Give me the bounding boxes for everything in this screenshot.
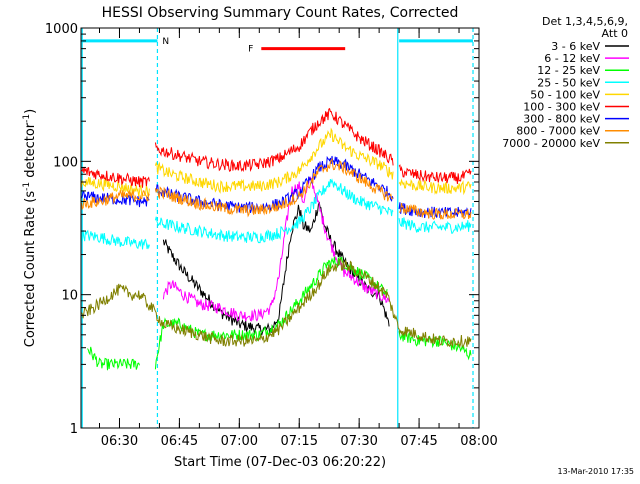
y-tick-label-2: 100 bbox=[53, 155, 78, 170]
legend-label-1: 6 - 12 keV bbox=[544, 52, 600, 65]
legend-label-0: 3 - 6 keV bbox=[551, 40, 600, 53]
plot-frame bbox=[80, 27, 480, 429]
legend-header-1: Att 0 bbox=[602, 27, 628, 40]
x-tick-label-2: 07:00 bbox=[221, 434, 258, 449]
y-axis-label-part: -1 bbox=[22, 114, 32, 123]
annotation-label-1: F bbox=[248, 45, 253, 55]
legend-label-3: 25 - 50 keV bbox=[537, 76, 600, 89]
legend-label-5: 100 - 300 keV bbox=[523, 101, 600, 114]
y-tick-label-3: 1000 bbox=[45, 22, 78, 37]
series-line-7 bbox=[81, 157, 472, 220]
legend-label-2: 12 - 25 keV bbox=[537, 64, 600, 77]
y-axis-label-part: ) bbox=[23, 109, 38, 114]
chart-title: HESSI Observing Summary Count Rates, Cor… bbox=[102, 5, 459, 21]
y-tick-label-0: 1 bbox=[70, 422, 78, 437]
x-tick-label-6: 08:00 bbox=[460, 434, 497, 449]
y-axis-label-part: -1 bbox=[22, 182, 32, 191]
legend-label-7: 800 - 7000 keV bbox=[516, 125, 600, 138]
y-tick-label-1: 10 bbox=[61, 289, 78, 304]
y-axis-label-part: Corrected Count Rate (s bbox=[23, 191, 38, 348]
legend-label-8: 7000 - 20000 keV bbox=[502, 137, 600, 150]
y-axis-label-part: detector bbox=[23, 122, 38, 182]
legend-header-0: Det 1,3,4,5,6,9, bbox=[542, 15, 628, 28]
series-line-3 bbox=[81, 178, 472, 250]
legend-label-6: 300 - 800 keV bbox=[523, 113, 600, 126]
series-line-0 bbox=[162, 201, 390, 336]
annotation-label-0: N bbox=[162, 37, 169, 47]
series-group bbox=[81, 107, 472, 371]
y-axis-label: Corrected Count Rate (s-1 detector-1) bbox=[22, 109, 38, 347]
series-line-8 bbox=[81, 258, 472, 348]
x-axis-label: Start Time (07-Dec-03 06:20:22) bbox=[174, 455, 386, 470]
series-line-5 bbox=[81, 107, 472, 188]
legend-label-4: 50 - 100 keV bbox=[530, 88, 600, 101]
series-line-4 bbox=[81, 127, 472, 199]
footer-date: 13-Mar-2010 17:35 bbox=[558, 467, 635, 476]
x-tick-label-3: 07:15 bbox=[281, 434, 318, 449]
x-tick-label-1: 06:45 bbox=[161, 434, 198, 449]
series-line-1 bbox=[162, 176, 390, 322]
x-tick-label-0: 06:30 bbox=[101, 434, 138, 449]
x-tick-label-5: 07:45 bbox=[400, 434, 437, 449]
x-tick-label-4: 07:30 bbox=[340, 434, 377, 449]
